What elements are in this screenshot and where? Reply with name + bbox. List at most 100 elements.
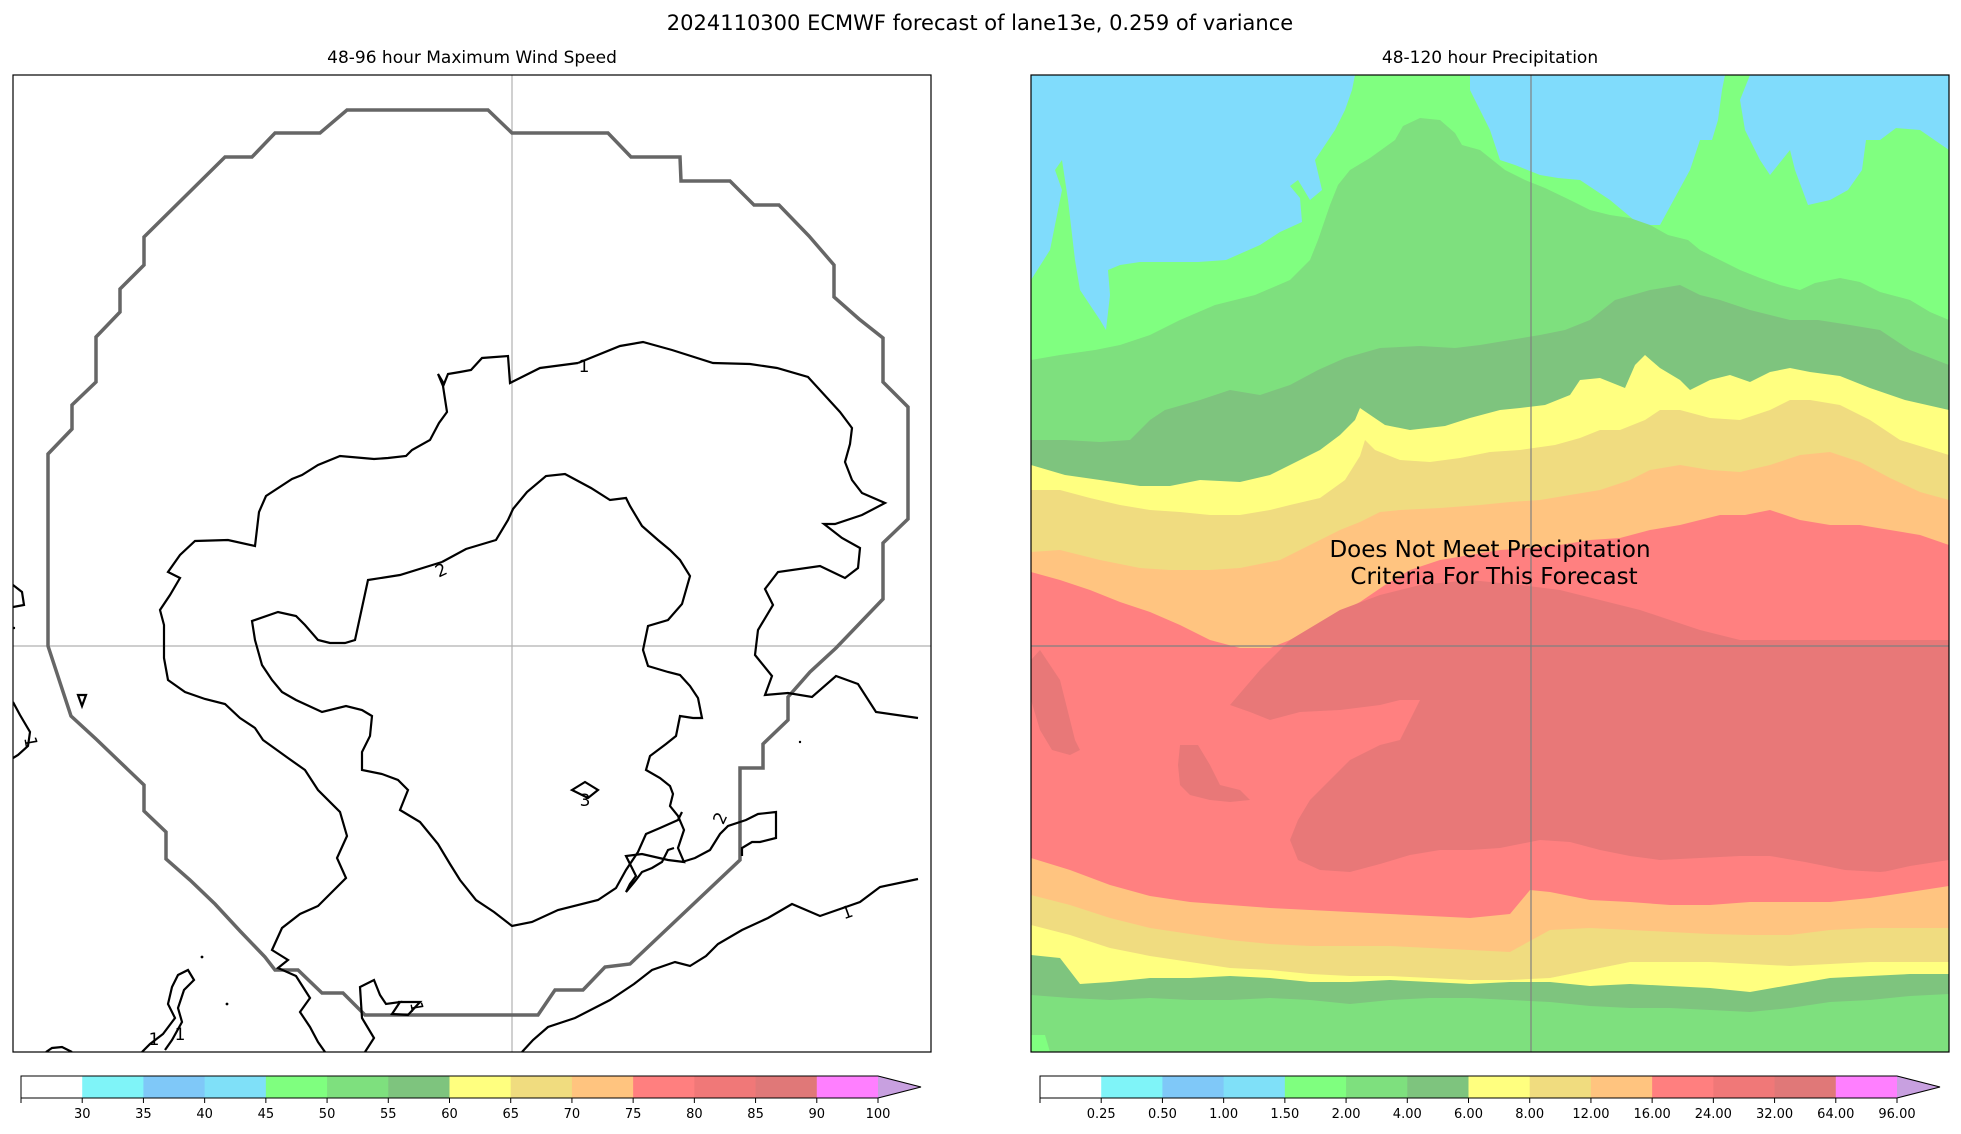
wind-contour-level-1-e [141,968,196,1052]
figure-suptitle: 2024110300 ECMWF forecast of lane13e, 0.… [667,11,1293,35]
colorbar-outline [20,1075,922,1099]
wind-contour-dot [225,1002,229,1006]
colorbar-tick-label: 55 [380,1107,397,1122]
colorbar-swatch [1713,1076,1776,1098]
wind-contour-level-1-b [158,354,579,1052]
colorbar-swatch [1284,1076,1347,1098]
contour-label: 1 [175,1025,186,1045]
colorbar-swatch [571,1076,634,1098]
contour-label: 1 [19,735,41,749]
precip-plot-area: Does Not Meet Precipitation Criteria For… [1031,75,1949,1052]
colorbar-tick-label: 2.00 [1332,1107,1361,1122]
colorbar-swatch [1897,1076,1940,1098]
wind-contour-level-2 [441,472,704,893]
colorbar-tick-label: 45 [258,1107,275,1122]
colorbar-tick-label: 100 [866,1107,891,1122]
colorbar-tick-label: 8.00 [1515,1107,1544,1122]
wind-plot-frame [12,74,932,1053]
colorbar-tick-label: 64.00 [1817,1107,1854,1122]
colorbar-swatch [878,1076,921,1098]
colorbar-swatch [1652,1076,1714,1098]
wind-contour-level-1-h [13,701,32,759]
wind-contour-level-1-c [521,877,919,1052]
colorbar-swatch [449,1076,512,1098]
precip-annotation-line-1: Does Not Meet Precipitation [1329,537,1650,563]
wind-panel: 48-96 hour Maximum Wind Speed [12,48,932,1053]
colorbar-swatch [265,1076,328,1098]
wind-contour-dot [200,955,204,959]
colorbar-tick-label: 0.25 [1087,1107,1116,1122]
colorbar-swatch [694,1076,757,1098]
wind-colorbar: 30 35 40 45 50 55 60 65 70 75 80 85 90 100 [20,1075,922,1122]
colorbar-swatch [1468,1076,1531,1098]
colorbar-tick-label: 50 [319,1107,336,1122]
colorbar-swatch [1101,1076,1163,1098]
colorbar-swatch [633,1076,695,1098]
wind-contour-level-2-b [250,560,683,928]
colorbar-tick-label: 80 [686,1107,703,1122]
precip-annotation-line-2: Criteria For This Forecast [1350,564,1637,590]
colorbar-swatch [1346,1076,1408,1098]
wind-contour-level-3 [569,780,600,800]
colorbar-swatch [1040,1076,1102,1098]
colorbar-swatch [1529,1076,1592,1098]
colorbar-tick-label: 30 [74,1107,91,1122]
precip-annotation: Does Not Meet Precipitation Criteria For… [1329,537,1650,590]
precip-band-4.00-lower [1031,994,1949,1052]
wind-plot-background [13,75,931,1052]
colorbar-swatch [1590,1076,1653,1098]
colorbar-swatch [755,1076,818,1098]
colorbar-tick-label: 1.50 [1270,1107,1299,1122]
colorbar-tick-label: 60 [441,1107,458,1122]
colorbar-swatch [1162,1076,1225,1098]
colorbar-tick-label: 12.00 [1572,1107,1609,1122]
wind-contour-level-1 [577,340,919,720]
colorbar-tick-label: 1.00 [1209,1107,1238,1122]
wind-contour-dot [798,740,802,744]
colorbar-tick-label: 85 [747,1107,764,1122]
colorbar-tick-label: 0.50 [1148,1107,1177,1122]
wind-contour-level-2-c [681,810,778,864]
colorbar-tick-label: 16.00 [1634,1107,1671,1122]
colorbar-tick-label: 40 [196,1107,213,1122]
precip-panel: 48-120 hour Precipitation Does Not Meet … [1030,48,1950,1053]
colorbar-swatch [816,1076,879,1098]
contour-label: 1 [579,357,590,377]
wind-contour-level-1-d [358,978,423,1052]
wind-contour-level-1-g [13,584,26,609]
colorbar-swatch [327,1076,389,1098]
precip-colorbar: 0.25 0.50 1.00 1.50 2.00 4.00 6.00 8.00 12.00 16.… [1039,1075,1941,1122]
colorbar-swatch [1835,1076,1898,1098]
colorbar-tick-label: 70 [564,1107,581,1122]
colorbar-swatch [143,1076,206,1098]
contour-label: 3 [580,791,591,811]
contour-label: 1 [405,1000,427,1014]
wind-plot-area: 1 2 3 2 1 1 1 1 1 [13,75,931,1052]
colorbar-swatch [388,1076,450,1098]
colorbar-swatch [21,1076,83,1098]
colorbar-swatch [1407,1076,1469,1098]
colorbar-swatch [82,1076,144,1098]
colorbar-tick-label: 90 [809,1107,826,1122]
wind-contour-level-1-i [76,693,88,710]
precip-plot-frame [1030,74,1950,1053]
wind-contour-level-1-f [45,1045,73,1052]
colorbar-outline [1039,1075,1941,1099]
contour-label: 1 [149,1030,160,1050]
colorbar-swatch [204,1076,267,1098]
wind-domain-boundary [46,108,910,1017]
colorbar-tick-label: 75 [625,1107,642,1122]
colorbar-tick-label: 32.00 [1756,1107,1793,1122]
colorbar-tick-label: 65 [502,1107,519,1122]
colorbar-swatch [1223,1076,1286,1098]
colorbar-swatch [510,1076,573,1098]
colorbar-tick-label: 4.00 [1393,1107,1422,1122]
wind-panel-title: 48-96 hour Maximum Wind Speed [327,48,617,68]
colorbar-tick-label: 96.00 [1878,1107,1915,1122]
colorbar-swatch [1774,1076,1837,1098]
precip-panel-title: 48-120 hour Precipitation [1382,48,1598,68]
colorbar-tick-label: 24.00 [1695,1107,1732,1122]
precip-band-2.00-lower [1031,1035,1050,1052]
colorbar-tick-label: 6.00 [1454,1107,1483,1122]
